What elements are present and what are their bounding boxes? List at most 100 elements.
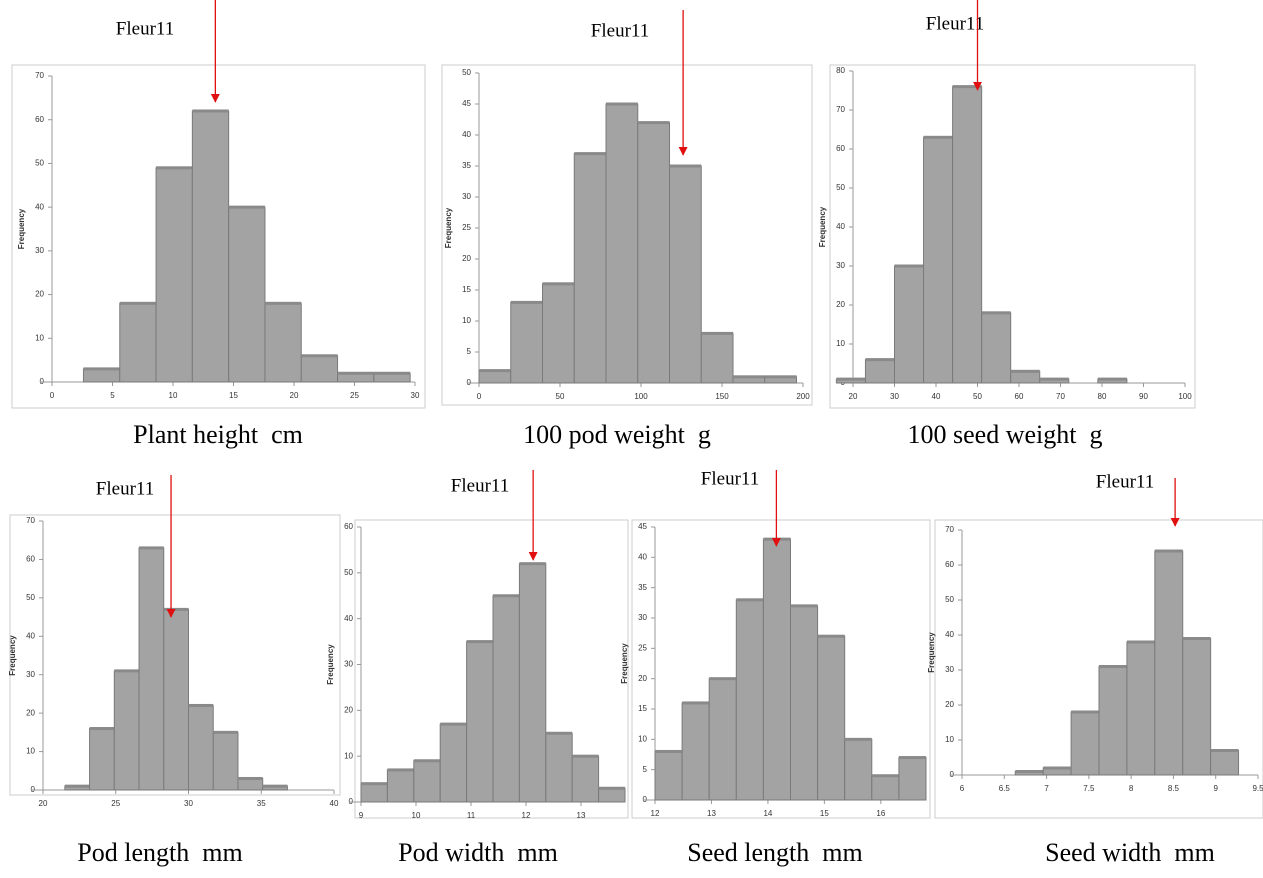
bar xyxy=(1071,712,1099,775)
x-tick-label: 30 xyxy=(411,391,420,400)
bar xyxy=(83,369,119,382)
bar-cap xyxy=(791,604,818,607)
bar xyxy=(467,642,493,802)
x-tick-label: 12 xyxy=(651,809,660,818)
bar-cap xyxy=(1040,378,1069,381)
x-tick-label: 50 xyxy=(556,392,565,401)
bar xyxy=(493,596,519,802)
y-tick-label: 30 xyxy=(638,613,647,622)
x-tick-label: 7.5 xyxy=(1083,784,1095,793)
y-tick-label: 20 xyxy=(35,290,44,299)
bar xyxy=(982,313,1011,383)
y-axis-label: Frequency xyxy=(620,643,629,684)
y-tick-label: 70 xyxy=(945,525,954,534)
bar xyxy=(924,137,953,383)
x-tick-label: 50 xyxy=(973,392,982,401)
bar-cap xyxy=(1183,637,1211,640)
bar-cap xyxy=(818,635,845,638)
y-tick-label: 30 xyxy=(344,660,353,669)
x-tick-label: 0 xyxy=(477,392,482,401)
x-tick-label: 16 xyxy=(876,809,885,818)
y-tick-label: 20 xyxy=(836,300,845,309)
bar xyxy=(599,788,625,802)
x-tick-label: 5 xyxy=(110,391,115,400)
bar-cap xyxy=(765,375,797,378)
bar-cap xyxy=(574,152,606,155)
bar-cap xyxy=(895,265,924,268)
bar xyxy=(1183,639,1211,776)
bar xyxy=(114,671,139,790)
x-tick-label: 35 xyxy=(257,799,266,808)
bar xyxy=(818,636,845,800)
bar-cap xyxy=(599,787,625,790)
bar xyxy=(164,609,189,790)
y-tick-label: 25 xyxy=(638,643,647,652)
bar-cap xyxy=(865,358,894,361)
bar xyxy=(572,756,598,802)
y-tick-label: 40 xyxy=(462,130,471,139)
y-tick-label: 45 xyxy=(638,522,647,531)
bar-cap xyxy=(192,109,228,112)
bar-cap xyxy=(1098,378,1127,381)
y-tick-label: 50 xyxy=(344,568,353,577)
bar-cap xyxy=(899,756,926,759)
x-axis-caption: Seed length mm xyxy=(687,838,862,867)
y-tick-label: 30 xyxy=(945,665,954,674)
bar-cap xyxy=(229,206,265,209)
bar xyxy=(845,739,872,800)
bar-cap xyxy=(301,354,337,357)
bar-cap xyxy=(638,121,670,124)
bar-cap xyxy=(709,677,736,680)
x-axis-caption: 100 pod weight g xyxy=(523,420,711,449)
bar xyxy=(414,761,440,802)
bar xyxy=(387,770,413,802)
bar-cap xyxy=(733,375,765,378)
y-tick-label: 70 xyxy=(35,71,44,80)
x-tick-label: 6 xyxy=(960,784,965,793)
y-tick-label: 40 xyxy=(945,630,954,639)
bar xyxy=(361,784,387,802)
y-tick-label: 40 xyxy=(836,222,845,231)
bar xyxy=(701,333,733,383)
bar xyxy=(791,606,818,800)
y-axis-label: Frequency xyxy=(927,632,936,673)
y-tick-label: 80 xyxy=(836,66,845,75)
bar-cap xyxy=(156,166,192,169)
y-tick-label: 20 xyxy=(638,674,647,683)
bar xyxy=(670,166,702,383)
x-tick-label: 8.5 xyxy=(1168,784,1180,793)
y-tick-label: 20 xyxy=(462,254,471,263)
x-tick-label: 0 xyxy=(50,391,55,400)
y-tick-label: 15 xyxy=(638,704,647,713)
bar xyxy=(763,539,790,800)
annotation-label: Fleur11 xyxy=(451,475,509,496)
bar-cap xyxy=(479,369,511,372)
bar-cap xyxy=(682,701,709,704)
bar xyxy=(638,123,670,383)
y-tick-label: 60 xyxy=(26,555,35,564)
bar-cap xyxy=(139,546,164,549)
bar xyxy=(1099,667,1127,776)
bar xyxy=(872,776,899,800)
y-tick-label: 10 xyxy=(35,333,44,342)
x-tick-label: 10 xyxy=(169,391,178,400)
annotation-label: Fleur11 xyxy=(116,18,174,39)
y-tick-label: 35 xyxy=(638,583,647,592)
bar xyxy=(156,168,192,382)
bar xyxy=(120,303,156,382)
bar xyxy=(895,266,924,383)
x-tick-label: 10 xyxy=(412,811,421,820)
bar xyxy=(511,302,543,383)
y-tick-label: 40 xyxy=(26,631,35,640)
figure: 010203040506070051015202530FrequencyPlan… xyxy=(0,0,1263,878)
y-tick-label: 60 xyxy=(945,560,954,569)
y-tick-label: 50 xyxy=(35,159,44,168)
x-tick-label: 200 xyxy=(796,392,810,401)
bar-cap xyxy=(338,372,374,375)
bar-cap xyxy=(1043,767,1071,770)
bar-cap xyxy=(1211,749,1239,752)
x-tick-label: 11 xyxy=(467,811,476,820)
annotation-label: Fleur11 xyxy=(1096,471,1154,492)
bar-cap xyxy=(263,785,288,788)
x-tick-label: 9 xyxy=(1213,784,1218,793)
